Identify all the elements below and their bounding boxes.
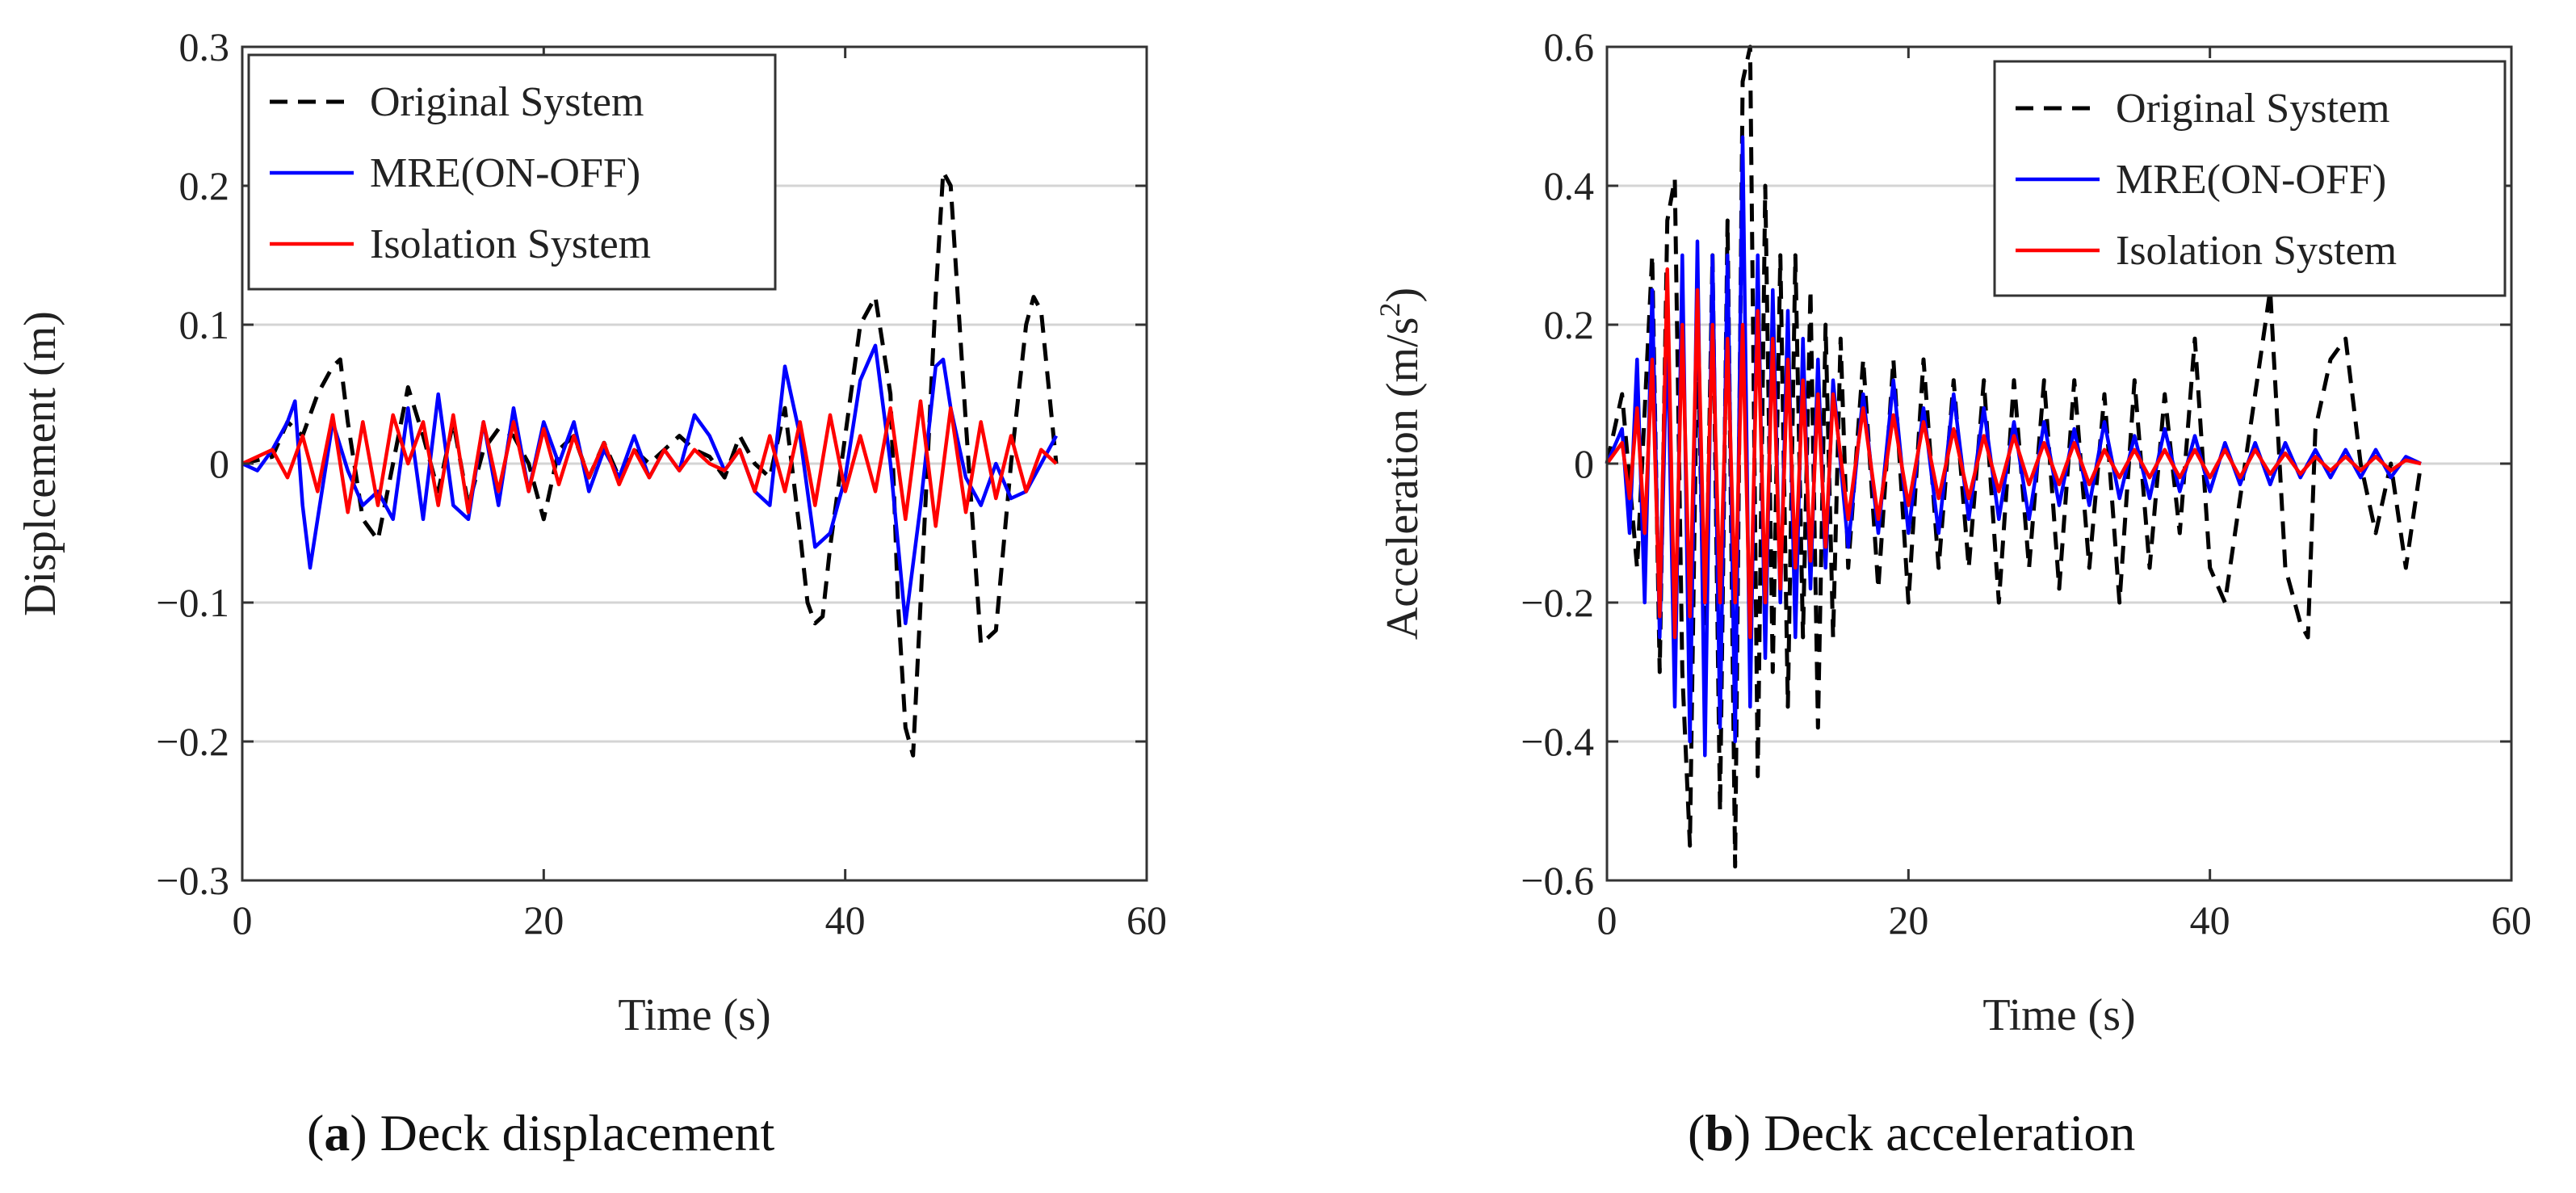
y-tick-label: 0.3 [179,24,230,69]
legend-label: Original System [370,79,644,125]
y-tick-label: −0.4 [1521,719,1594,764]
panel-b-y-axis-label-main: Acceleration (m/s [1378,317,1428,641]
y-tick-label: 0.4 [1544,163,1595,208]
x-tick-label: 60 [1126,897,1167,943]
panel-b-x-axis-label: Time (s) [1982,990,2135,1040]
panel-b-caption-letter: b [1705,1104,1734,1161]
panel-a-caption-open: ( [307,1104,325,1161]
y-tick-label: −0.1 [156,580,229,625]
panel-b-caption-text: ) Deck acceleration [1733,1104,2136,1161]
panel-a-displacement-chart: 0.30.20.10−0.1−0.2−0.30 20 40 60 Time (s) D… [15,24,1167,1040]
x-tick-label: 40 [2190,897,2230,943]
y-tick-label: −0.3 [156,858,229,903]
x-tick-label: 0 [233,897,253,943]
y-tick-label: 0 [209,441,229,486]
y-tick-label: −0.6 [1521,858,1594,903]
x-tick-label: 40 [825,897,866,943]
panel-b-series-lines [1605,44,2423,869]
panel-a-caption-letter: a [324,1104,350,1161]
panel-a-ticks: 0.30.20.10−0.1−0.2−0.30 20 40 60 [156,24,1167,943]
legend-label: Isolation System [2116,228,2397,274]
panel-b-y-axis-label: Acceleration (m/s2) [1374,288,1428,640]
y-tick-label: −0.2 [156,719,229,764]
y-tick-label: −0.2 [1521,580,1594,625]
legend-label: Original System [2116,86,2389,132]
series-line-original-system [241,170,1059,758]
panel-b-acceleration-chart: 0.60.40.20−0.2−0.4−0.60 20 40 60 Time (s) A… [1374,24,2532,1040]
y-tick-label: 0 [1574,441,1594,486]
panel-a-x-axis-label: Time (s) [618,990,770,1040]
x-tick-label: 60 [2491,897,2532,943]
panel-b-legend: Original System MRE(ON-OFF) Isolation Syst… [1993,60,2507,297]
x-tick-label: 20 [1888,897,1928,943]
legend-label: Isolation System [370,221,651,267]
series-line-isolation-system [1605,267,2422,640]
legend-label: MRE(ON-OFF) [2116,157,2386,203]
panel-a-caption: (a) Deck displacement [307,1103,774,1163]
panel-a-y-axis-label: Displcement (m) [15,311,65,616]
panel-b-caption: (b) Deck acceleration [1688,1103,2135,1163]
x-tick-label: 0 [1597,897,1617,943]
panel-a-caption-text: ) Deck displacement [350,1104,775,1161]
y-tick-label: 0.1 [179,302,230,347]
series-line-mre-on-off [241,343,1058,626]
y-tick-label: 0.6 [1544,24,1595,69]
panel-b-y-axis-label-superscript: 2 [1374,303,1406,317]
y-tick-label: 0.2 [1544,302,1595,347]
x-tick-label: 20 [523,897,564,943]
panel-b-ticks: 0.60.40.20−0.2−0.4−0.60 20 40 60 [1521,24,2532,943]
panel-b-caption-open: ( [1688,1104,1705,1161]
panel-a-series-lines [241,170,1059,758]
panel-a-legend: Original System MRE(ON-OFF) Isolation Syst… [247,53,777,291]
series-line-isolation-system [241,399,1058,528]
y-tick-label: 0.2 [179,163,230,208]
panel-b-y-axis-label-close: ) [1378,288,1428,303]
legend-label: MRE(ON-OFF) [370,150,640,196]
